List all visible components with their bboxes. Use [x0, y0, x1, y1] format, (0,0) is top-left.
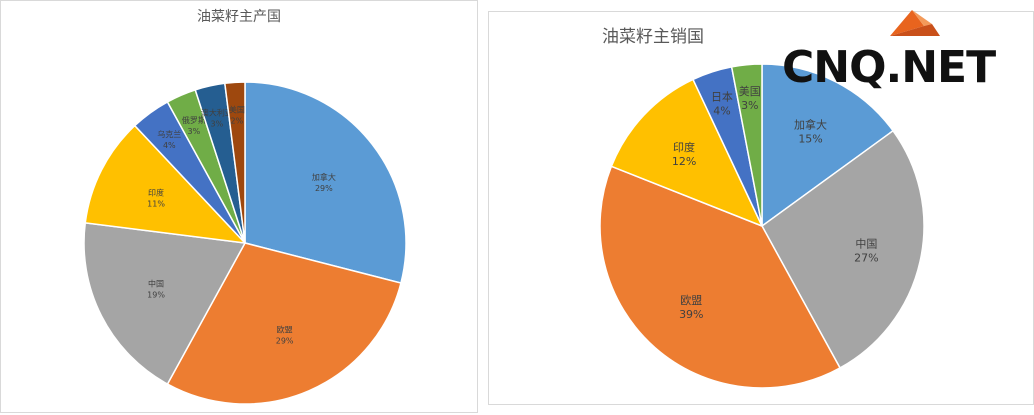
pie-slice-0-2 — [83, 221, 247, 386]
pie-value-label-0-1: 29% — [276, 337, 294, 346]
pie-slice-0-0 — [244, 81, 407, 284]
pie-value-label-1-5: 3% — [741, 99, 758, 112]
pie-label-0-1: 欧盟 — [277, 325, 293, 335]
pie-value-label-1-4: 4% — [713, 105, 730, 118]
pie-slice-1-5 — [730, 63, 763, 227]
pie-label-1-4: 日本 — [711, 90, 733, 104]
chart-title-right: 油菜籽主销国 — [602, 27, 704, 47]
pie-value-label-0-3: 11% — [147, 200, 165, 209]
pie-slice-1-2 — [599, 165, 842, 389]
pie-value-label-0-0: 29% — [315, 184, 333, 193]
pie-label-0-6: 澳大利亚 — [201, 107, 233, 117]
pie-slice-1-1 — [761, 129, 925, 369]
pie-label-0-4: 乌克兰 — [157, 129, 181, 139]
pie-slice-1-3 — [610, 78, 764, 228]
pie-label-0-7: 美国 — [229, 104, 245, 114]
pie-value-label-0-6: 3% — [211, 119, 224, 128]
pie-label-1-1: 中国 — [855, 237, 877, 250]
pie-label-1-5: 美国 — [739, 85, 761, 98]
pie-label-0-3: 印度 — [148, 188, 164, 198]
pie-value-label-0-2: 19% — [147, 290, 165, 299]
pie-label-1-3: 印度 — [673, 140, 695, 154]
pie-label-1-0: 加拿大 — [794, 118, 827, 132]
pie-label-0-2: 中国 — [148, 278, 164, 288]
pie-value-label-1-3: 12% — [672, 155, 696, 168]
pie-slice-0-1 — [166, 242, 402, 405]
pie-label-0-5: 俄罗斯 — [182, 115, 206, 125]
origami-bird-logo-icon — [890, 10, 940, 36]
watermark-text: CNQ.NET — [782, 42, 996, 93]
pie-slice-0-3 — [84, 124, 247, 245]
watermark: CNQ.NET — [780, 6, 1034, 96]
pie-slice-1-0 — [761, 63, 895, 228]
chart-title-left: 油菜籽主产国 — [197, 9, 281, 25]
pie-value-label-0-5: 3% — [187, 127, 200, 136]
pie-value-label-0-4: 4% — [163, 141, 176, 150]
pie-value-label-1-2: 39% — [679, 308, 703, 321]
pie-slice-0-7 — [223, 81, 246, 244]
pie-value-label-1-0: 15% — [798, 133, 822, 146]
pie-value-label-0-7: 2% — [231, 116, 244, 125]
pie-label-0-0: 加拿大 — [312, 172, 336, 182]
pie-label-1-2: 欧盟 — [680, 294, 702, 307]
pie-value-label-1-1: 27% — [854, 251, 878, 264]
